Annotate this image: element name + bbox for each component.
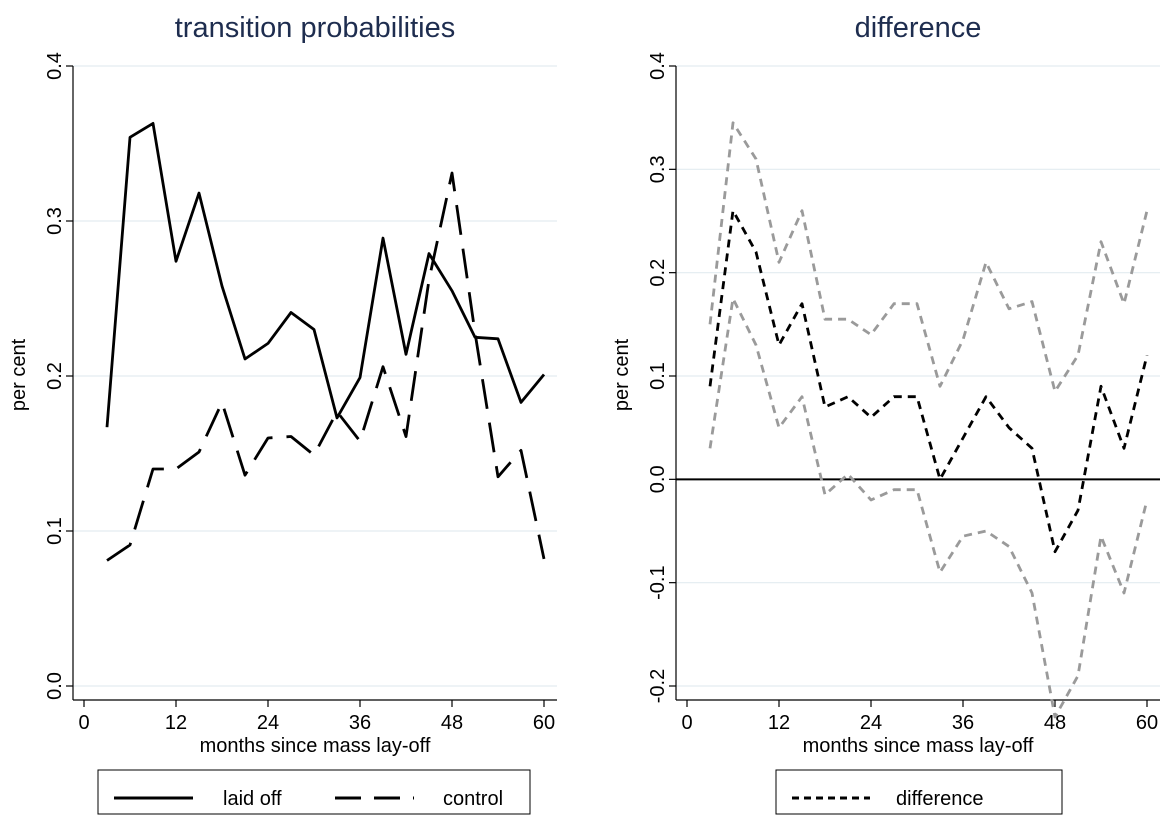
- y-tick-label: 0.3: [647, 155, 669, 183]
- x-tick-label: 36: [952, 712, 974, 734]
- x-tick-label: 36: [349, 712, 371, 734]
- series-group: [105, 122, 546, 562]
- chart-title: transition probabilities: [175, 12, 455, 44]
- x-tick-label: 12: [165, 712, 187, 734]
- axes: -0.2 -0.1 0.0 0.1 0.2 0.3 0.4 0 12 24 36 48 60: [647, 52, 1160, 734]
- legend-box: [775, 769, 1063, 815]
- grid: [73, 65, 557, 687]
- x-tick-label: 60: [533, 712, 555, 734]
- y-tick-label: -0.2: [647, 669, 669, 703]
- x-tick-label: 60: [1136, 712, 1158, 734]
- chart-panel-difference: difference -0.2 -0.1 0.0 0.1 0.2 0.3 0.4 0 12 24 3…: [611, 12, 1160, 815]
- x-tick-label: 48: [441, 712, 463, 734]
- y-tick-label: 0.1: [647, 362, 669, 390]
- series-line-upper-bound: [708, 121, 1149, 393]
- chart-panel-transition-probabilities: transition probabilities 0.0 0.1 0.2 0.3 0.4…: [8, 12, 557, 815]
- y-axis-label: per cent: [611, 338, 633, 411]
- legend: laid off control: [97, 769, 531, 815]
- y-tick-label: 0.0: [44, 672, 66, 700]
- y-tick-label: -0.1: [647, 565, 669, 599]
- legend-box: [97, 769, 531, 815]
- y-tick-label: 0.0: [647, 465, 669, 493]
- legend-label-control: control: [443, 788, 503, 810]
- series-group: [676, 121, 1160, 719]
- series-line-difference: [708, 209, 1149, 554]
- series-line-lower-bound: [708, 297, 1149, 719]
- series-line-control: [106, 171, 546, 562]
- axes: 0.0 0.1 0.2 0.3 0.4 0 12 24 36 48 60: [44, 52, 557, 734]
- x-tick-label: 48: [1044, 712, 1066, 734]
- x-tick-label: 0: [681, 712, 692, 734]
- x-tick-label: 24: [860, 712, 882, 734]
- series-line-laid-off: [105, 122, 546, 428]
- y-tick-label: 0.3: [44, 207, 66, 235]
- x-tick-label: 24: [257, 712, 279, 734]
- legend: difference: [775, 769, 1063, 815]
- y-axis-label: per cent: [8, 338, 30, 411]
- x-tick-label: 0: [78, 712, 89, 734]
- y-tick-label: 0.4: [647, 52, 669, 80]
- y-tick-label: 0.1: [44, 517, 66, 545]
- y-tick-label: 0.2: [647, 259, 669, 287]
- grid: [676, 65, 1160, 687]
- legend-label-difference: difference: [896, 788, 983, 810]
- legend-label-laid-off: laid off: [223, 788, 282, 810]
- y-tick-label: 0.4: [44, 52, 66, 80]
- x-tick-label: 12: [768, 712, 790, 734]
- x-axis-label: months since mass lay-off: [803, 735, 1034, 757]
- y-tick-label: 0.2: [44, 362, 66, 390]
- chart-title: difference: [855, 12, 982, 44]
- x-axis-label: months since mass lay-off: [200, 735, 431, 757]
